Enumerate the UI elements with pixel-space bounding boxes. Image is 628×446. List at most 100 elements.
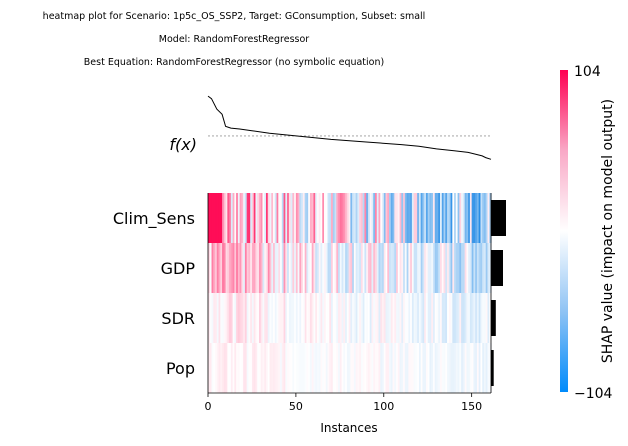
colorbar-gradient: [560, 70, 568, 392]
heatmap-cell: [294, 243, 297, 293]
heatmap-cell: [227, 193, 230, 243]
heatmap-cell: [431, 193, 434, 243]
importance-bars: [490, 193, 506, 393]
heatmap-row-pop: [208, 343, 492, 393]
heatmap-cell: [401, 193, 404, 243]
heatmap-cell: [461, 243, 464, 293]
heatmap-cell: [343, 343, 346, 393]
heatmap-cell: [429, 193, 432, 243]
heatmap-cell: [459, 293, 462, 343]
heatmap-cell: [478, 243, 482, 293]
heatmap-cell: [353, 243, 357, 293]
heatmap-cell: [341, 293, 344, 343]
heatmap-cell: [222, 343, 225, 393]
heatmap-cell: [260, 193, 264, 243]
heatmap-cell: [283, 193, 286, 243]
heatmap-cell: [292, 343, 295, 393]
heatmap-cell: [253, 293, 257, 343]
heatmap-cell: [281, 293, 285, 343]
heatmap-cell: [380, 243, 383, 293]
heatmap-cell: [445, 193, 448, 243]
heatmap-cell: [382, 293, 385, 343]
heatmap-cell: [413, 193, 417, 243]
heatmap-cell: [480, 293, 483, 343]
heatmap-cell: [427, 243, 431, 293]
heatmap-cell: [443, 193, 446, 243]
heatmap-cell: [271, 193, 274, 243]
heatmap-cell: [413, 343, 417, 393]
heatmap-cell: [469, 293, 473, 343]
heatmap-cell: [455, 343, 459, 393]
heatmap-cell: [427, 343, 431, 393]
heatmap-cell: [295, 193, 299, 243]
heatmap-cell: [357, 243, 360, 293]
heatmap-cell: [250, 243, 253, 293]
heatmap-cell: [415, 243, 418, 293]
heatmap-cell: [239, 193, 242, 243]
heatmap-cell: [237, 243, 241, 293]
heatmap-cell: [385, 343, 388, 393]
heatmap-cell: [422, 193, 425, 243]
heatmap-cell: [350, 243, 353, 293]
heatmap-cell: [248, 293, 251, 343]
colorbar-title: SHAP value (impact on model output): [600, 99, 616, 363]
heatmap-cell: [387, 243, 390, 293]
heatmap-cell: [397, 293, 401, 343]
heatmap-cell: [378, 293, 381, 343]
heatmap-cell: [304, 293, 308, 343]
heatmap-cell: [301, 193, 304, 243]
heatmap-cell: [397, 343, 401, 393]
heatmap-cell: [434, 343, 438, 393]
heatmap-cell: [341, 343, 344, 393]
heatmap-cell: [322, 193, 325, 243]
heatmap-cell: [327, 343, 330, 393]
heatmap-cell: [422, 343, 425, 393]
heatmap-cell: [320, 243, 323, 293]
heatmap-cell: [448, 343, 452, 393]
heatmap-cell: [367, 343, 371, 393]
heatmap-cell: [487, 343, 490, 393]
heatmap-cell: [346, 243, 350, 293]
heatmap-cell: [406, 243, 409, 293]
heatmap-cell: [297, 293, 301, 343]
heatmap-cell: [338, 293, 341, 343]
heatmap-cell: [331, 243, 334, 293]
colorbar: 104 −104 SHAP value (impact on model out…: [560, 64, 616, 402]
heatmap-cell: [209, 193, 213, 243]
heatmap-cell: [436, 343, 439, 393]
heatmap-cell: [418, 243, 422, 293]
heatmap-cell: [216, 343, 220, 393]
heatmap-cell: [290, 193, 293, 243]
heatmap-cell: [348, 243, 351, 293]
heatmap-cell: [281, 243, 285, 293]
heatmap-cell: [311, 293, 315, 343]
heatmap-cell: [362, 193, 366, 243]
heatmap-cell: [382, 343, 385, 393]
heatmap-cell: [401, 243, 404, 293]
feature-label: Pop: [166, 359, 195, 378]
heatmap-cell: [469, 193, 473, 243]
heatmap-cell: [295, 293, 299, 343]
heatmap-cell: [471, 343, 475, 393]
heatmap-cell: [251, 343, 255, 393]
heatmap-cell: [382, 193, 385, 243]
heatmap-cell: [454, 193, 457, 243]
heatmap-cell: [248, 243, 251, 293]
heatmap-cell: [348, 343, 351, 393]
heatmap-cell: [485, 343, 489, 393]
heatmap-cell: [227, 243, 230, 293]
heatmap-cell: [215, 293, 218, 343]
heatmap-cell: [280, 193, 283, 243]
heatmap-cell: [211, 343, 214, 393]
heatmap-cell: [299, 293, 302, 343]
heatmap-cell: [297, 343, 301, 393]
heatmap-cell: [339, 243, 343, 293]
heatmap-cell: [253, 243, 257, 293]
heatmap-cell: [273, 343, 276, 393]
heatmap-cell: [487, 243, 490, 293]
heatmap-cell: [213, 243, 216, 293]
heatmap-cell: [390, 343, 394, 393]
heatmap-cell: [364, 293, 367, 343]
heatmap-cell: [266, 193, 269, 243]
heatmap-cell: [241, 293, 244, 343]
